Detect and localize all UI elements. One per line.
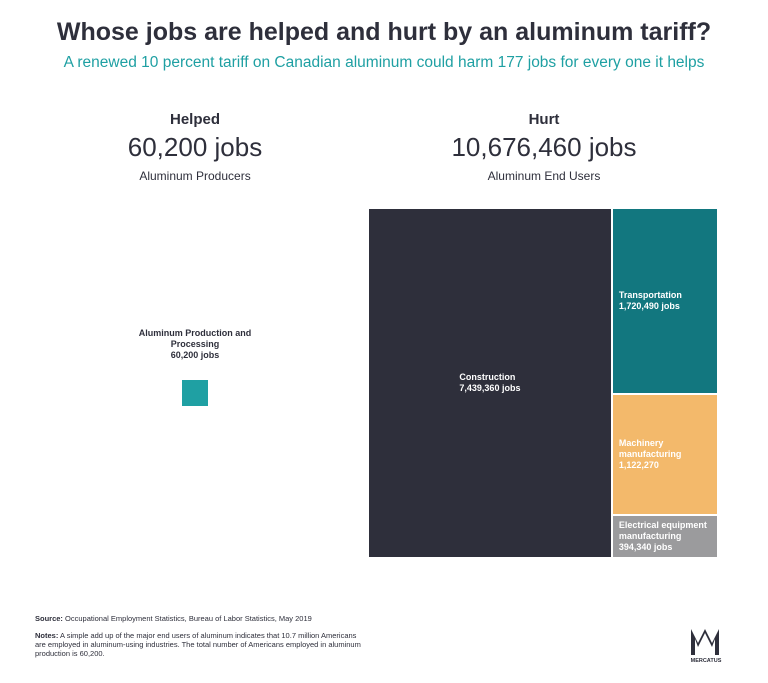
cell-label-group: Aluminum Production and Processing 60,200… xyxy=(135,328,255,361)
source-text: Occupational Employment Statistics, Bure… xyxy=(65,614,312,623)
group-heading: Hurt xyxy=(528,111,560,128)
cell-value: 60,200 jobs xyxy=(170,349,220,360)
cell-label: Electrical equipment manufacturing 394,34… xyxy=(613,520,717,553)
cell-name: Transportation xyxy=(618,290,682,300)
source: Source: Occupational Employment Statisti… xyxy=(35,614,365,623)
chart-subtitle: A renewed 10 percent tariff on Canadian … xyxy=(63,54,705,71)
logo-text: MERCATUS xyxy=(691,658,722,664)
cell-name: Electrical equipment manufacturing xyxy=(618,520,707,542)
cell-value: 394,340 jobs xyxy=(618,542,673,553)
cell-value: 1,122,270 xyxy=(618,460,659,471)
cell: Construction 7,439,360 jobs xyxy=(368,208,612,558)
cell-name: Construction xyxy=(459,372,516,382)
notes-text: A simple add up of the major end users o… xyxy=(35,631,361,658)
group-total: 60,200 jobs xyxy=(127,132,263,162)
source-label: Source: xyxy=(35,614,63,623)
cell-value: 7,439,360 jobs xyxy=(459,383,521,393)
cell: Transportation 1,720,490 jobs xyxy=(611,208,718,395)
cell xyxy=(181,379,209,407)
footnotes: Source: Occupational Employment Statisti… xyxy=(35,614,365,658)
cell-label: Construction 7,439,360 jobs xyxy=(453,372,526,394)
notes-label: Notes: xyxy=(35,631,59,640)
cell-name: Aluminum Production and Processing xyxy=(138,327,252,349)
notes: Notes: A simple add up of the major end … xyxy=(35,631,365,658)
group-caption: Aluminum End Users xyxy=(487,169,601,183)
cell-name: Machinery manufacturing xyxy=(618,438,682,460)
logo-mark xyxy=(691,629,719,655)
group-heading: Helped xyxy=(169,111,220,128)
group-caption: Aluminum Producers xyxy=(139,169,251,183)
group-total: 10,676,460 jobs xyxy=(451,132,637,162)
logo: MERCATUS xyxy=(691,629,722,664)
cell-label: Transportation 1,720,490 jobs xyxy=(613,290,688,312)
cell-label: Machinery manufacturing 1,122,270 xyxy=(613,438,717,471)
cell: Machinery manufacturing 1,122,270 xyxy=(611,394,718,516)
cell: Electrical equipment manufacturing 394,34… xyxy=(611,515,718,558)
cell-value: 1,720,490 jobs xyxy=(618,301,680,311)
chart-title: Whose jobs are helped and hurt by an alu… xyxy=(56,18,712,46)
